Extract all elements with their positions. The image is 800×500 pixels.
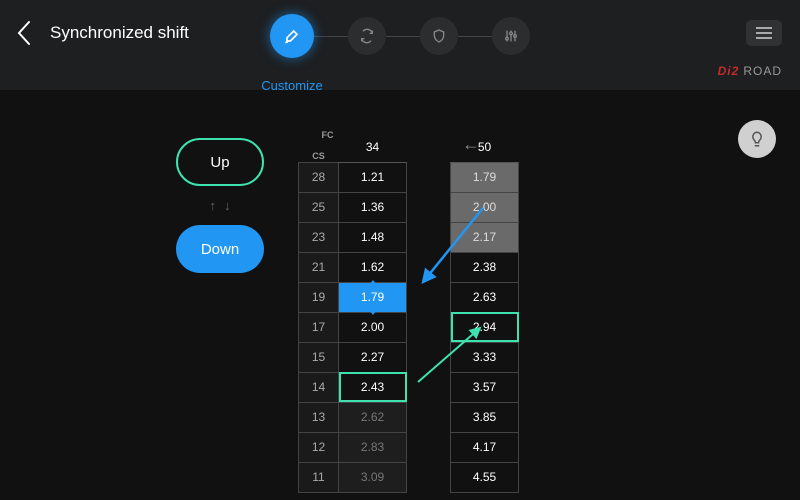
ratio-cell[interactable]: 1.79 [451,162,519,192]
nav-label: Customize [261,78,322,93]
ratio-cell[interactable]: 2.83 [339,432,407,462]
page-title: Synchronized shift [50,18,189,48]
ratio-cell[interactable]: 4.55 [451,462,519,492]
left-arrow-icon: ← [462,134,480,155]
cs-cell: 14 [299,372,339,402]
ratio-cell[interactable]: 3.33 [451,342,519,372]
ratio-cell[interactable]: 2.94 [451,312,519,342]
fc-col-header: 34 [339,132,407,162]
ratio-cell[interactable]: 2.63 [451,282,519,312]
ratio-cell[interactable]: 2.43 [339,372,407,402]
cs-cell: 28 [299,162,339,192]
arrow-up-icon: ↑ [210,198,217,213]
nav-customize-icon[interactable]: Customize [270,14,314,58]
cs-cell: 11 [299,462,339,492]
down-button[interactable]: Down [176,225,264,273]
ratio-cell[interactable]: 1.21 [339,162,407,192]
ratio-cell[interactable]: 3.85 [451,402,519,432]
nav-shield-icon[interactable] [420,17,458,55]
menu-button[interactable] [746,20,782,46]
ratio-cell[interactable]: 1.36 [339,192,407,222]
gear-table: ← CSFC3450281.211.79251.362.00231.482.17… [298,132,519,493]
ratio-cell[interactable]: 2.62 [339,402,407,432]
direction-arrows: ↑ ↓ [210,198,231,213]
ratio-cell[interactable]: 4.17 [451,432,519,462]
nav-steps: Customize [270,14,530,58]
cs-cell: 15 [299,342,339,372]
ratio-cell[interactable]: 3.57 [451,372,519,402]
arrow-down-icon: ↓ [224,198,231,213]
ratio-cell[interactable]: 1.48 [339,222,407,252]
nav-sync-icon[interactable] [348,17,386,55]
ratio-cell[interactable]: 2.38 [451,252,519,282]
cs-cell: 25 [299,192,339,222]
ratio-cell[interactable]: 2.17 [451,222,519,252]
nav-connector [386,36,420,37]
shift-controls: Up ↑ ↓ Down [176,138,264,273]
cs-cell: 19 [299,282,339,312]
header: Synchronized shift Customize Di2ROAD [0,0,800,90]
hint-button[interactable] [738,120,776,158]
fc-col-header: 50 [451,132,519,162]
nav-sliders-icon[interactable] [492,17,530,55]
cs-cell: 13 [299,402,339,432]
up-button[interactable]: Up [176,138,264,186]
ratio-cell[interactable]: 3.09 [339,462,407,492]
cs-cell: 21 [299,252,339,282]
ratio-cell[interactable]: 1.79 [339,282,407,312]
cs-cell: 12 [299,432,339,462]
cs-cell: 23 [299,222,339,252]
ratio-cell[interactable]: 2.27 [339,342,407,372]
back-button[interactable] [16,18,36,48]
brand-label: Di2ROAD [718,64,782,78]
ratio-cell[interactable]: 1.62 [339,252,407,282]
cs-cell: 17 [299,312,339,342]
nav-connector [314,36,348,37]
ratio-cell[interactable]: 2.00 [451,192,519,222]
nav-connector [458,36,492,37]
ratio-cell[interactable]: 2.00 [339,312,407,342]
